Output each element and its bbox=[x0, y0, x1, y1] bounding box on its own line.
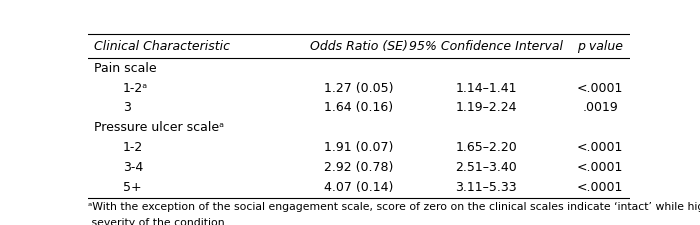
Text: ᵃWith the exception of the social engagement scale, score of zero on the clinica: ᵃWith the exception of the social engage… bbox=[88, 202, 700, 212]
Text: Odds Ratio (SE): Odds Ratio (SE) bbox=[310, 40, 407, 53]
Text: 3: 3 bbox=[122, 101, 131, 115]
Text: 1.91 (0.07): 1.91 (0.07) bbox=[324, 141, 393, 154]
Text: Pressure ulcer scaleᵃ: Pressure ulcer scaleᵃ bbox=[94, 122, 224, 134]
Text: 1.14–1.41: 1.14–1.41 bbox=[456, 82, 517, 94]
Text: 1.65–2.20: 1.65–2.20 bbox=[456, 141, 517, 154]
Text: 1-2: 1-2 bbox=[122, 141, 143, 154]
Text: 1.19–2.24: 1.19–2.24 bbox=[456, 101, 517, 115]
Text: <.0001: <.0001 bbox=[577, 82, 624, 94]
Text: 3-4: 3-4 bbox=[122, 161, 143, 174]
Text: Clinical Characteristic: Clinical Characteristic bbox=[94, 40, 230, 53]
Text: 3.11–5.33: 3.11–5.33 bbox=[456, 181, 517, 194]
Text: 4.07 (0.14): 4.07 (0.14) bbox=[324, 181, 393, 194]
Text: 2.92 (0.78): 2.92 (0.78) bbox=[324, 161, 393, 174]
Text: 2.51–3.40: 2.51–3.40 bbox=[456, 161, 517, 174]
Text: 5+: 5+ bbox=[122, 181, 141, 194]
Text: 95% Confidence Interval: 95% Confidence Interval bbox=[410, 40, 564, 53]
Text: 1-2ᵃ: 1-2ᵃ bbox=[122, 82, 148, 94]
Text: <.0001: <.0001 bbox=[577, 161, 624, 174]
Text: <.0001: <.0001 bbox=[577, 181, 624, 194]
Text: .0019: .0019 bbox=[582, 101, 618, 115]
Text: 1.64 (0.16): 1.64 (0.16) bbox=[324, 101, 393, 115]
Text: Pain scale: Pain scale bbox=[94, 62, 157, 75]
Text: p value: p value bbox=[578, 40, 623, 53]
Text: severity of the condition: severity of the condition bbox=[88, 218, 224, 225]
Text: 1.27 (0.05): 1.27 (0.05) bbox=[324, 82, 393, 94]
Text: <.0001: <.0001 bbox=[577, 141, 624, 154]
